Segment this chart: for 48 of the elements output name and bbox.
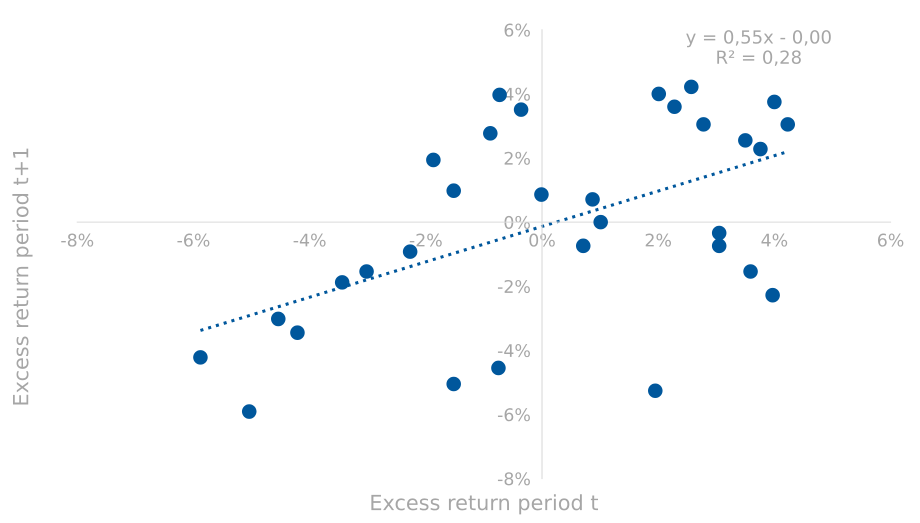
x-tick-label: -4% bbox=[294, 234, 326, 247]
point bbox=[651, 86, 666, 102]
point bbox=[446, 376, 461, 392]
point bbox=[491, 360, 506, 376]
x-tick-label: -2% bbox=[410, 234, 442, 247]
x-tick-label: 6% bbox=[878, 234, 904, 247]
point bbox=[576, 238, 591, 254]
point bbox=[270, 312, 286, 326]
point bbox=[446, 183, 461, 198]
point bbox=[193, 350, 208, 365]
point bbox=[514, 102, 528, 117]
x-tick-label: -6% bbox=[177, 234, 210, 247]
point bbox=[765, 288, 780, 302]
y-tick-label: 6% bbox=[504, 24, 530, 37]
y-tick-label: -4% bbox=[498, 344, 530, 358]
y-tick-label: 2% bbox=[504, 152, 530, 165]
point bbox=[585, 192, 600, 207]
point bbox=[648, 383, 663, 398]
point bbox=[767, 94, 782, 110]
point bbox=[334, 275, 350, 290]
y-axis-title: Excess return period t+1 bbox=[12, 148, 33, 405]
point bbox=[696, 117, 711, 132]
y-tick-label: 0% bbox=[504, 216, 530, 229]
point bbox=[738, 133, 753, 148]
x-tick-label: -8% bbox=[61, 234, 94, 247]
point bbox=[492, 88, 507, 102]
x-axis-title: Excess return period t bbox=[371, 494, 598, 514]
point bbox=[712, 226, 726, 240]
point bbox=[426, 152, 441, 168]
annotation: y = 0,55x - 0,00 R² = 0,28 bbox=[686, 30, 831, 66]
point bbox=[534, 187, 549, 202]
y-tick-label: -8% bbox=[498, 472, 530, 486]
x-tick-label: 2% bbox=[646, 234, 672, 247]
y-tick-label: -2% bbox=[498, 280, 530, 294]
point bbox=[753, 142, 768, 156]
point bbox=[290, 325, 305, 340]
x-tick-label: 0% bbox=[529, 234, 555, 247]
point bbox=[359, 264, 374, 279]
point bbox=[684, 80, 699, 94]
point bbox=[743, 264, 758, 279]
point bbox=[483, 126, 498, 141]
y-tick-label: -6% bbox=[498, 408, 530, 422]
point bbox=[780, 117, 796, 132]
point bbox=[242, 404, 257, 419]
point bbox=[593, 214, 608, 230]
x-tick-label: 4% bbox=[761, 234, 788, 247]
point bbox=[712, 238, 726, 254]
point bbox=[667, 99, 682, 114]
